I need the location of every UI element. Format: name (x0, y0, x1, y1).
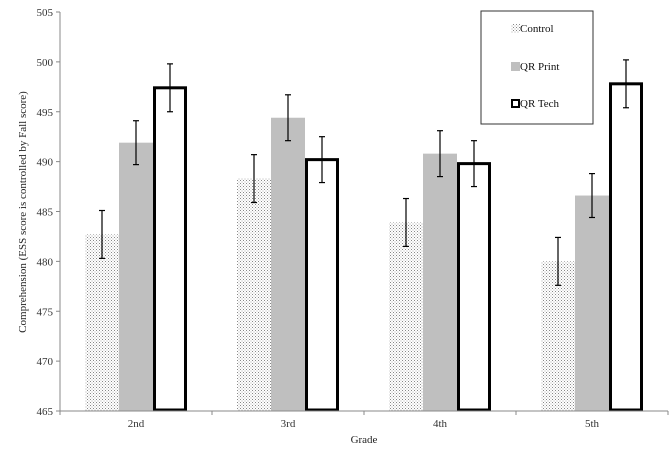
bar-control-3rd (237, 178, 271, 411)
x-tick-label: 5th (585, 418, 600, 430)
bar-qr-tech-2nd (153, 86, 187, 412)
bar-qr-tech-3rd (305, 158, 339, 412)
legend-box (480, 10, 594, 125)
bar-qr-print-4th (423, 153, 457, 411)
legend-swatch-qr-print (511, 62, 520, 71)
legend-label-qr-tech: QR Tech (520, 98, 560, 110)
x-axis-title: Grade (351, 434, 378, 446)
y-tick-label: 465 (37, 406, 54, 418)
legend-swatch-qr-tech (511, 99, 520, 108)
y-ticks: 465 470 475 480 485 490 495 500 505 (37, 7, 60, 418)
y-tick-label: 470 (37, 356, 54, 368)
bar-control-5th (541, 261, 575, 411)
bar-qr-print-5th (575, 195, 609, 411)
bar-qr-tech-4th (457, 162, 491, 412)
y-tick-label: 480 (37, 256, 54, 268)
y-tick-label: 475 (37, 306, 54, 318)
x-tick-label: 2nd (128, 418, 145, 430)
x-tick-label: 3rd (281, 418, 296, 430)
y-tick-label: 500 (37, 57, 54, 69)
x-ticks: 2nd 3rd 4th 5th (59, 411, 669, 430)
y-tick-label: 485 (37, 207, 54, 219)
y-tick-label: 495 (37, 107, 54, 119)
legend: Control QR Print QR Tech (480, 10, 594, 125)
y-tick-label: 490 (37, 157, 54, 169)
x-tick-label: 4th (433, 418, 448, 430)
legend-label-control: Control (520, 23, 554, 35)
bar-qr-tech-5th (609, 82, 643, 412)
y-axis-title: Comprehension (ESS score is controlled b… (17, 91, 29, 333)
bar-qr-print-2nd (119, 142, 153, 412)
bar-control-2nd (85, 234, 119, 411)
bars-layer (85, 59, 643, 412)
legend-label-qr-print: QR Print (520, 61, 559, 73)
y-tick-label: 505 (37, 7, 54, 19)
legend-swatch-control (511, 24, 520, 33)
bar-control-4th (389, 222, 423, 411)
bar-qr-print-3rd (271, 117, 305, 412)
